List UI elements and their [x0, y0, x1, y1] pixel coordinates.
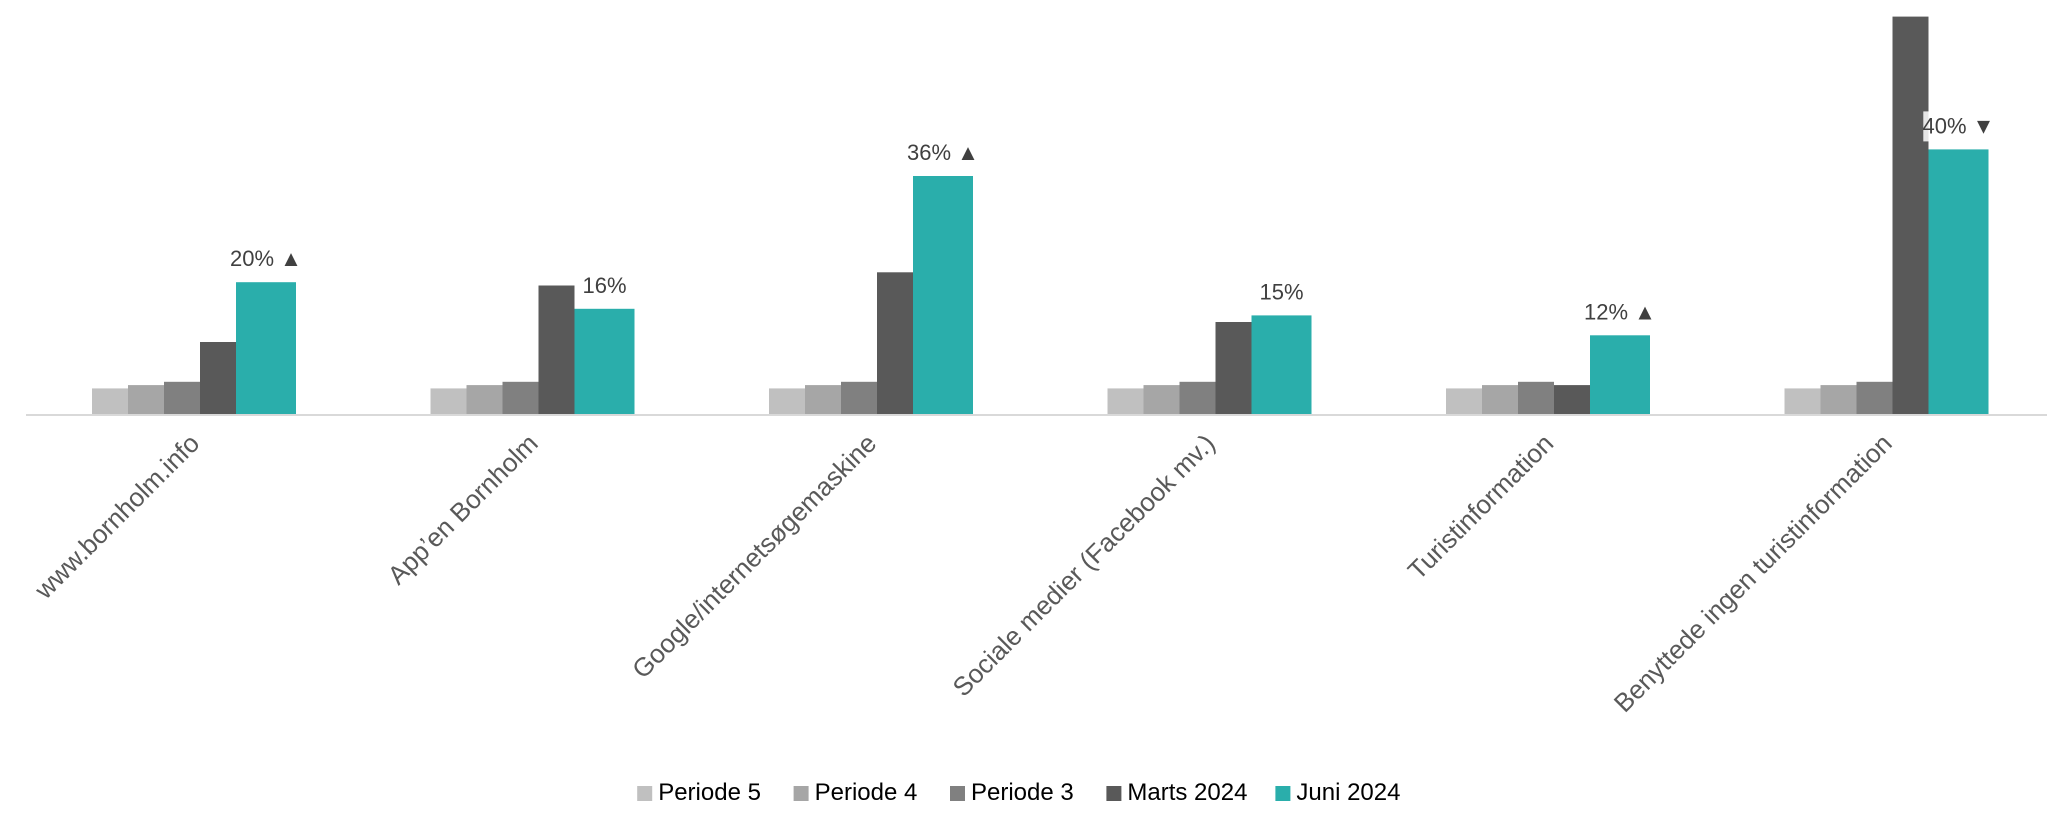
data-label-5: 12% ▲	[1584, 299, 1656, 324]
bar-periode-5-6	[1784, 388, 1821, 415]
legend-item-periode-3: Periode 3	[950, 779, 1074, 806]
bar-marts-2024-2	[538, 285, 575, 415]
legend-label: Periode 3	[971, 779, 1074, 806]
bar-marts-2024-1	[200, 342, 236, 415]
bar-juni-2024-1	[236, 282, 296, 415]
data-label-2: 16%	[582, 273, 626, 298]
legend-swatch	[1106, 786, 1122, 801]
bar-marts-2024-4	[1215, 322, 1252, 415]
bar-juni-2024-5	[1590, 335, 1650, 415]
data-label-1: 20% ▲	[230, 246, 302, 271]
category-label-6: Benyttede ingen turistinformation	[1608, 428, 1898, 718]
bar-juni-2024-4	[1251, 315, 1312, 415]
category-label-3: Google/internetsøgemaskine	[626, 428, 882, 684]
legend-swatch	[637, 786, 653, 801]
legend-swatch	[793, 786, 809, 801]
bar-periode-4-6	[1820, 385, 1857, 415]
bar-juni-2024-3	[913, 176, 973, 415]
legend-label: Periode 5	[658, 779, 761, 806]
bar-marts-2024-3	[877, 272, 913, 415]
bar-periode-3-3	[841, 381, 877, 415]
bar-periode-3-1	[164, 381, 200, 415]
bar-periode-4-3	[805, 385, 841, 415]
legend: Periode 5 Periode 4 Periode 3 Marts 2024 Jun…	[637, 779, 1400, 806]
data-label-background	[1584, 297, 1656, 328]
bar-periode-5-3	[769, 388, 805, 415]
data-label-4: 15%	[1259, 279, 1303, 304]
category-labels-layer: www.bornholm.info App’en Bornholm Google/i…	[28, 428, 1898, 718]
data-label-6: 40% ▼	[1923, 113, 1995, 138]
legend-label: Periode 4	[815, 779, 918, 806]
bar-periode-4-2	[466, 385, 503, 415]
data-label-background	[1258, 277, 1305, 308]
bar-juni-2024-6	[1928, 149, 1989, 415]
bar-periode-3-4	[1179, 381, 1216, 415]
bar-marts-2024-5	[1554, 385, 1590, 415]
bar-periode-5-2	[430, 388, 467, 415]
data-labels-layer: 20% ▲ 16% 36% ▲ 15% 12% ▲ 40% ▼	[230, 111, 1995, 328]
bar-periode-3-5	[1518, 381, 1554, 415]
data-label-background	[907, 138, 979, 168]
legend-swatch	[950, 786, 965, 801]
legend-swatch	[1275, 786, 1291, 801]
bar-periode-3-6	[1856, 381, 1893, 415]
category-label-5: Turistinformation	[1402, 428, 1559, 585]
legend-label: Marts 2024	[1127, 779, 1247, 806]
bar-periode-5-5	[1446, 388, 1482, 415]
category-label-1: www.bornholm.info	[28, 428, 205, 605]
data-label-background	[581, 270, 628, 301]
legend-item-marts-2024: Marts 2024	[1106, 779, 1247, 806]
bar-periode-4-4	[1143, 385, 1180, 415]
bar-periode-5-1	[92, 388, 128, 415]
bar-juni-2024-2	[574, 308, 635, 415]
data-label-background	[1923, 111, 1994, 142]
bar-periode-4-5	[1482, 385, 1518, 415]
bar-marts-2024-6	[1892, 16, 1929, 415]
legend-item-juni-2024: Juni 2024	[1275, 779, 1400, 806]
legend-item-periode-5: Periode 5	[637, 779, 761, 806]
legend-label: Juni 2024	[1296, 779, 1400, 806]
category-label-2: App’en Bornholm	[381, 428, 543, 590]
data-label-background	[230, 244, 302, 275]
bars-layer	[92, 16, 1989, 415]
category-label-4: Sociale medier (Facebook mv.)	[946, 428, 1220, 702]
data-label-3: 36% ▲	[907, 140, 979, 165]
bar-periode-4-1	[128, 385, 164, 415]
bar-periode-3-2	[502, 381, 539, 415]
bar-periode-5-4	[1107, 388, 1144, 415]
legend-item-periode-4: Periode 4	[793, 779, 918, 806]
